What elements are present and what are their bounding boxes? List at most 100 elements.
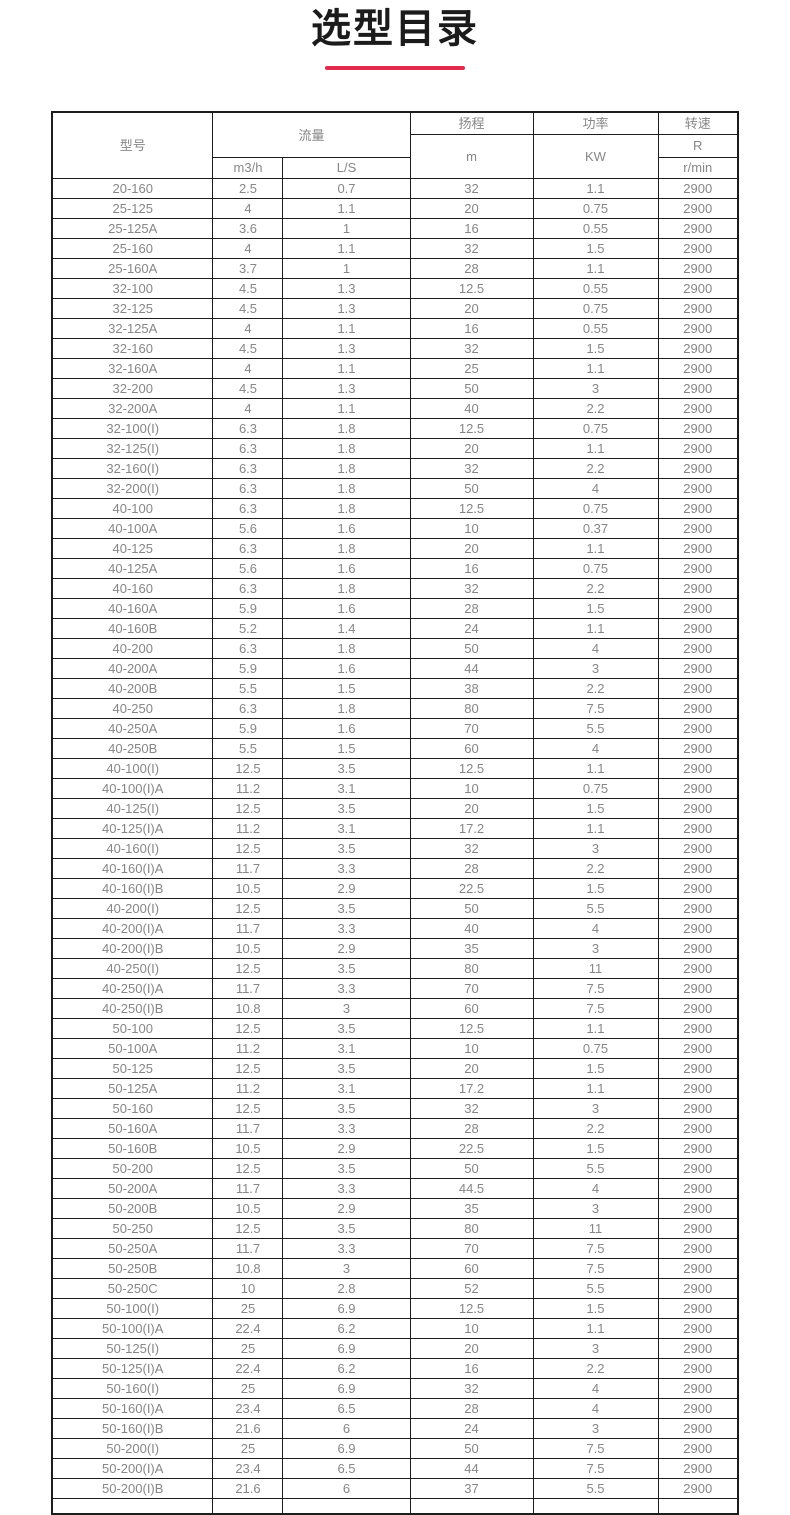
table-cell: 2900 (657, 1138, 739, 1159)
table-cell: 6.5 (282, 1458, 411, 1479)
col-header-power: 功率 (532, 111, 659, 135)
table-cell: 5.9 (212, 598, 284, 619)
table-row: 32-200(I) 6.3 1.8 50 4 2900 (51, 478, 739, 499)
table-cell: 1.5 (532, 238, 659, 259)
table-cell (409, 1498, 534, 1515)
table-cell: 20 (409, 1338, 534, 1359)
table-cell: 32-100 (51, 278, 214, 299)
table-row: 40-160A 5.9 1.6 28 1.5 2900 (51, 598, 739, 619)
table-cell: 0.75 (532, 298, 659, 319)
table-cell: 2900 (657, 1418, 739, 1439)
table-cell: 0.55 (532, 218, 659, 239)
table-row: 32-125A 4 1.1 16 0.55 2900 (51, 318, 739, 339)
table-cell: 20 (409, 438, 534, 459)
table-cell: 2900 (657, 258, 739, 279)
table-cell: 28 (409, 1398, 534, 1419)
table-cell: 50-160 (51, 1098, 214, 1119)
table-cell: 6 (282, 1478, 411, 1499)
table-cell: 1.3 (282, 378, 411, 399)
table-cell: 1.5 (532, 1058, 659, 1079)
table-cell: 32-160A (51, 358, 214, 379)
table-cell: 5.6 (212, 518, 284, 539)
table-row: 50-250C 10 2.8 52 5.5 2900 (51, 1278, 739, 1299)
table-cell: 2900 (657, 1158, 739, 1179)
col-header-model: 型号 (51, 111, 214, 179)
table-row: 40-160 6.3 1.8 32 2.2 2900 (51, 578, 739, 599)
table-row: 50-160B 10.5 2.9 22.5 1.5 2900 (51, 1138, 739, 1159)
table-cell: 4 (212, 318, 284, 339)
table-row: 40-160(I) 12.5 3.5 32 3 2900 (51, 838, 739, 859)
table-cell: 1.1 (532, 1318, 659, 1339)
table-cell: 6.9 (282, 1298, 411, 1319)
table-row: 50-160(I)A 23.4 6.5 28 4 2900 (51, 1398, 739, 1419)
table-cell: 5.5 (532, 1158, 659, 1179)
table-cell: 5.9 (212, 658, 284, 679)
table-row: 40-160(I)B 10.5 2.9 22.5 1.5 2900 (51, 878, 739, 899)
table-cell: 25 (212, 1438, 284, 1459)
table-header: 型号 流量 扬程 功率 转速 m KW R m3/h L/S r/min (51, 111, 739, 179)
table-cell: 10 (409, 1038, 534, 1059)
table-cell: 28 (409, 1118, 534, 1139)
table-cell: 1.1 (532, 258, 659, 279)
table-cell: 2900 (657, 478, 739, 499)
table-cell: 1.8 (282, 638, 411, 659)
table-cell: 40-160 (51, 578, 214, 599)
table-cell: 23.4 (212, 1398, 284, 1419)
table-row: 40-250A 5.9 1.6 70 5.5 2900 (51, 718, 739, 739)
table-row: 40-100 6.3 1.8 12.5 0.75 2900 (51, 498, 739, 519)
table-cell: 10 (409, 518, 534, 539)
table-cell: 4.5 (212, 278, 284, 299)
table-cell: 70 (409, 1238, 534, 1259)
table-cell: 2.2 (532, 458, 659, 479)
table-cell: 1.1 (532, 1018, 659, 1039)
table-cell: 5.2 (212, 618, 284, 639)
table-cell: 3.1 (282, 778, 411, 799)
table-cell: 2900 (657, 838, 739, 859)
table-cell: 28 (409, 258, 534, 279)
table-cell: 22.4 (212, 1358, 284, 1379)
table-cell: 2900 (657, 298, 739, 319)
table-cell: 32-125 (51, 298, 214, 319)
table-cell: 0.55 (532, 278, 659, 299)
table-cell: 16 (409, 1358, 534, 1379)
table-row: 40-200(I)A 11.7 3.3 40 4 2900 (51, 918, 739, 939)
table-row: 50-200(I)A 23.4 6.5 44 7.5 2900 (51, 1458, 739, 1479)
table-row: 50-100 12.5 3.5 12.5 1.1 2900 (51, 1018, 739, 1039)
table-cell: 40-250A (51, 718, 214, 739)
table-cell: 1.1 (532, 1078, 659, 1099)
table-cell: 2900 (657, 1318, 739, 1339)
table-cell: 50-160B (51, 1138, 214, 1159)
table-cell: 25 (212, 1378, 284, 1399)
table-cell: 25-160A (51, 258, 214, 279)
table-row: 50-100A 11.2 3.1 10 0.75 2900 (51, 1038, 739, 1059)
table-cell: 0.37 (532, 518, 659, 539)
table-row: 50-250A 11.7 3.3 70 7.5 2900 (51, 1238, 739, 1259)
table-cell: 1.8 (282, 498, 411, 519)
table-cell: 2900 (657, 718, 739, 739)
table-row: 50-125 12.5 3.5 20 1.5 2900 (51, 1058, 739, 1079)
table-cell: 2900 (657, 198, 739, 219)
table-cell: 1.1 (532, 538, 659, 559)
table-cell: 5.5 (532, 898, 659, 919)
table-cell: 2900 (657, 778, 739, 799)
table-cell: 4.5 (212, 298, 284, 319)
table-cell: 12.5 (212, 758, 284, 779)
table-cell: 7.5 (532, 698, 659, 719)
table-cell: 0.75 (532, 558, 659, 579)
table-row: 50-125(I)A 22.4 6.2 16 2.2 2900 (51, 1358, 739, 1379)
table-row: 50-100(I)A 22.4 6.2 10 1.1 2900 (51, 1318, 739, 1339)
table-row: 40-100(I)A 11.2 3.1 10 0.75 2900 (51, 778, 739, 799)
table-cell: 1.5 (532, 878, 659, 899)
table-row: 50-100(I) 25 6.9 12.5 1.5 2900 (51, 1298, 739, 1319)
table-cell: 2.2 (532, 1118, 659, 1139)
table-row: 40-250(I)B 10.8 3 60 7.5 2900 (51, 998, 739, 1019)
table-row: 32-160(I) 6.3 1.8 32 2.2 2900 (51, 458, 739, 479)
table-cell: 40-200 (51, 638, 214, 659)
table-cell: 40-125A (51, 558, 214, 579)
table-cell: 1.8 (282, 438, 411, 459)
table-cell: 20 (409, 538, 534, 559)
table-cell: 2900 (657, 398, 739, 419)
page-title: 选型目录 (311, 7, 479, 51)
table-cell: 12.5 (409, 1018, 534, 1039)
table-cell: 40-250(I)B (51, 998, 214, 1019)
